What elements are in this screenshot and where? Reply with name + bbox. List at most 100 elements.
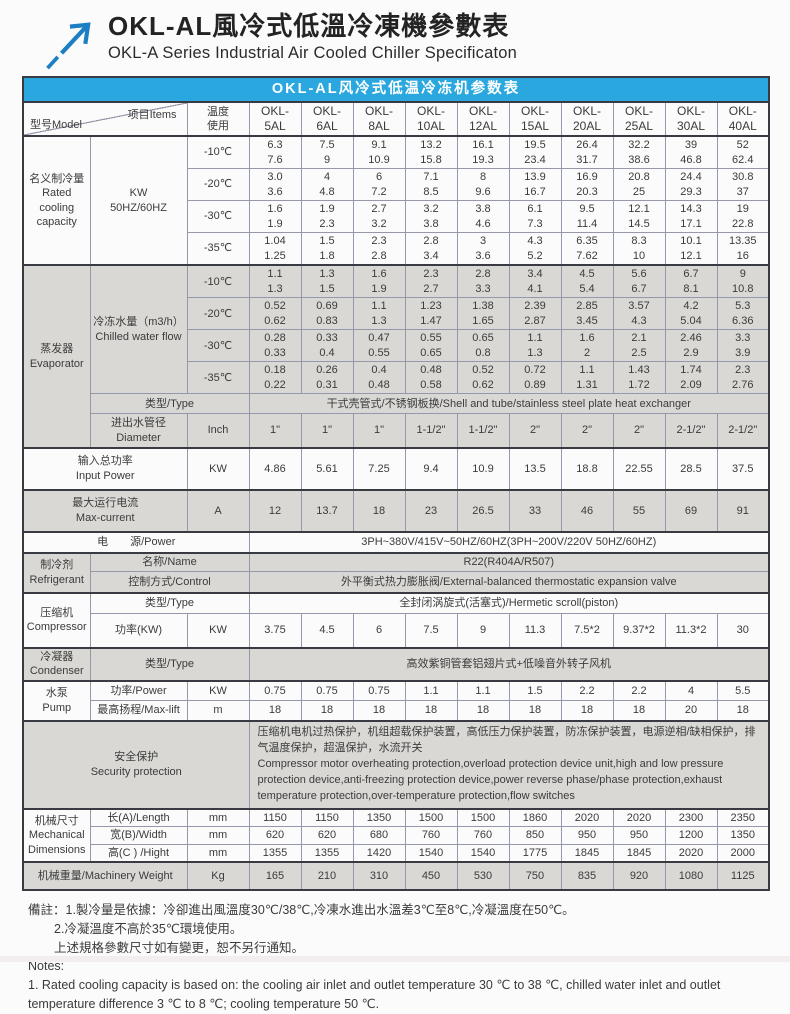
input-power-value: 22.55 <box>612 446 666 491</box>
capacity-value: 6 7.2 <box>352 168 406 202</box>
flow-value: 3.4 4.1 <box>508 264 562 299</box>
temp-usage-header: 温度 使用 <box>186 101 250 137</box>
input-power-value: 5.61 <box>300 446 354 491</box>
capacity-value: 32.2 38.6 <box>612 135 666 170</box>
spec-table: OKL-AL风冷式低温冷冻机参数表 型号Model 项目Items 温度 使用 OKL- 5… <box>22 76 771 892</box>
page-title: OKL-AL風冷式低溫冷凍機參數表 <box>108 11 510 41</box>
flow-value: 1.6 2 <box>560 329 614 363</box>
note-line: 2.冷凝溫度不高於35℃環境使用。 <box>54 921 243 936</box>
pump-lift-value: 18 <box>560 700 614 722</box>
flow-value: 4.2 5.04 <box>664 297 718 331</box>
pump-lift-value: 18 <box>612 700 666 722</box>
diameter-value: 2-1/2" <box>716 413 770 449</box>
diameter-value: 2" <box>612 413 666 449</box>
input-power-value: 7.25 <box>352 446 406 491</box>
dimension-value: 950 <box>612 826 666 845</box>
pump-lift-label: 最高扬程/Max-lift <box>89 700 188 722</box>
dimension-value: 1500 <box>456 807 510 828</box>
pump-power-value: 4 <box>664 679 718 702</box>
capacity-value: 52 62.4 <box>716 135 770 170</box>
capacity-value: 16.9 20.3 <box>560 168 614 202</box>
diameter-value: 2-1/2" <box>664 413 718 449</box>
dimension-value: 2020 <box>612 807 666 828</box>
dimension-value: 2020 <box>560 807 614 828</box>
flow-value: 5.3 6.36 <box>716 297 770 331</box>
diameter-value: 1" <box>352 413 406 449</box>
flow-value: 1.6 1.9 <box>352 264 406 299</box>
pump-power-label: 功率/Power <box>89 679 188 702</box>
flow-value: 1.1 1.3 <box>508 329 562 363</box>
model-header: OKL- 10AL <box>404 101 458 137</box>
dimension-unit: mm <box>186 826 250 845</box>
compressor-power-value: 11.3 <box>508 613 562 649</box>
capacity-value: 39 46.8 <box>664 135 718 170</box>
compressor-power-value: 11.3*2 <box>664 613 718 649</box>
temp-cell: -10℃ <box>186 135 250 170</box>
flow-value: 1.38 1.65 <box>456 297 510 331</box>
pump-power-value: 2.2 <box>612 679 666 702</box>
page-edge-strip <box>0 956 790 962</box>
weight-value: 920 <box>612 861 666 891</box>
compressor-power-value: 6 <box>352 613 406 649</box>
temp-cell: -20℃ <box>186 168 250 202</box>
diameter-value: 1" <box>300 413 354 449</box>
compressor-power-value: 30 <box>716 613 770 649</box>
capacity-value: 1.6 1.9 <box>248 200 302 234</box>
capacity-value: 19 22.8 <box>716 200 770 234</box>
max-current-value: 46 <box>560 488 614 533</box>
dimension-value: 2350 <box>716 807 770 828</box>
compressor-type-label: 类型/Type <box>89 591 250 615</box>
diameter-value: 1-1/2" <box>404 413 458 449</box>
pump-power-value: 1.1 <box>456 679 510 702</box>
max-current-value: 23 <box>404 488 458 533</box>
dimension-value: 760 <box>404 826 458 845</box>
flow-value: 1.3 1.5 <box>300 264 354 299</box>
compressor-power-value: 9 <box>456 613 510 649</box>
compressor-power-value: 3.75 <box>248 613 302 649</box>
compressor-power-value: 4.5 <box>300 613 354 649</box>
capacity-value: 9.5 11.4 <box>560 200 614 234</box>
flow-value: 3.57 4.3 <box>612 297 666 331</box>
dimension-value: 1355 <box>248 843 302 863</box>
dimension-value: 620 <box>248 826 302 845</box>
max-current-value: 91 <box>716 488 770 533</box>
model-header: OKL- 6AL <box>300 101 354 137</box>
model-header: OKL- 5AL <box>248 101 302 137</box>
pump-power-value: 1.5 <box>508 679 562 702</box>
max-current-value: 18 <box>352 488 406 533</box>
capacity-value: 14.3 17.1 <box>664 200 718 234</box>
flow-value: 2.8 3.3 <box>456 264 510 299</box>
capacity-value: 6.35 7.62 <box>560 232 614 266</box>
weight-unit: Kg <box>186 861 250 891</box>
flow-value: 2.3 2.76 <box>716 361 770 395</box>
weight-value: 1080 <box>664 861 718 891</box>
diameter-unit: Inch <box>186 413 250 449</box>
dimension-label: 高(C ) /Hight <box>89 843 188 863</box>
flow-value: 0.65 0.8 <box>456 329 510 363</box>
dimension-value: 2300 <box>664 807 718 828</box>
capacity-value: 12.1 14.5 <box>612 200 666 234</box>
weight-value: 310 <box>352 861 406 891</box>
flow-value: 0.33 0.4 <box>300 329 354 363</box>
compressor-power-value: 7.5*2 <box>560 613 614 649</box>
dimension-value: 2020 <box>664 843 718 863</box>
capacity-value: 26.4 31.7 <box>560 135 614 170</box>
capacity-value: 3.0 3.6 <box>248 168 302 202</box>
capacity-value: 6.1 7.3 <box>508 200 562 234</box>
diameter-value: 1" <box>248 413 302 449</box>
pump-power-value: 0.75 <box>248 679 302 702</box>
dimension-label: 长(A)/Length <box>89 807 188 828</box>
section-label-condenser: 冷凝器 Condenser <box>22 646 91 682</box>
max-current-label: 最大运行电流 Max-current <box>22 488 188 533</box>
capacity-value: 2.7 3.2 <box>352 200 406 234</box>
max-current-value: 33 <box>508 488 562 533</box>
pump-lift-value: 18 <box>300 700 354 722</box>
flow-value: 2.1 2.5 <box>612 329 666 363</box>
spec-table-wrap: OKL-AL风冷式低温冷冻机参数表 型号Model 项目Items 温度 使用 OKL- 5… <box>22 76 771 892</box>
weight-value: 835 <box>560 861 614 891</box>
input-power-value: 37.5 <box>716 446 770 491</box>
dimension-value: 1540 <box>404 843 458 863</box>
refrigerant-name-label: 名称/Name <box>89 551 250 573</box>
corner-model-label: 型号Model <box>30 118 82 131</box>
capacity-value: 1.9 2.3 <box>300 200 354 234</box>
